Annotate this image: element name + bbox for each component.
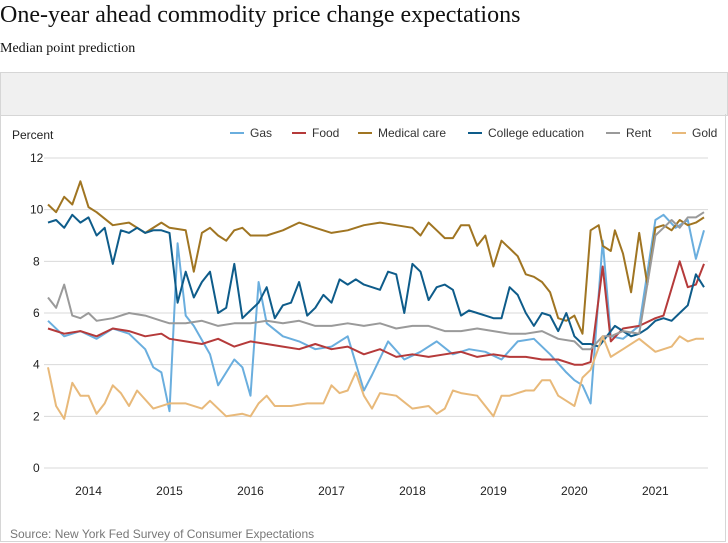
y-tick-label: 0	[33, 461, 40, 475]
x-tick-label: 2019	[480, 484, 507, 498]
series-line-food	[47, 260, 705, 366]
x-axis-ticks: 2014 2015 2016 2017 2018 2019 2020 2021	[75, 484, 669, 498]
chart-toolbar	[0, 72, 728, 116]
y-tick-label: 4	[33, 358, 40, 372]
y-tick-label: 12	[30, 151, 44, 165]
y-tick-label: 6	[33, 306, 40, 320]
y-axis-label: Percent	[12, 128, 54, 142]
legend-item: Food	[312, 126, 339, 140]
series-line-gold	[47, 335, 704, 420]
page-title: One-year ahead commodity price change ex…	[0, 2, 521, 28]
series-lines	[47, 180, 705, 420]
x-tick-label: 2016	[237, 484, 264, 498]
y-tick-label: 2	[33, 409, 40, 423]
series-line-medical-care	[47, 180, 705, 335]
legend-item: Gas	[250, 126, 272, 140]
series-line-gas	[47, 213, 705, 413]
series-line-rent	[47, 211, 705, 351]
source-note: Source: New York Fed Survey of Consumer …	[10, 527, 314, 541]
legend-item: Rent	[626, 126, 652, 140]
y-tick-label: 8	[33, 254, 40, 268]
x-tick-label: 2015	[156, 484, 183, 498]
legend-item: Gold	[692, 126, 717, 140]
x-tick-label: 2018	[399, 484, 426, 498]
x-tick-label: 2020	[561, 484, 588, 498]
legend-item: College education	[488, 126, 584, 140]
page-subtitle: Median point prediction	[0, 41, 136, 56]
x-tick-label: 2017	[318, 484, 345, 498]
y-axis-ticks: 0 2 4 6 8 10 12	[30, 151, 44, 475]
y-tick-label: 10	[30, 203, 44, 217]
x-tick-label: 2014	[75, 484, 102, 498]
chart-panel	[0, 114, 726, 542]
x-tick-label: 2021	[642, 484, 669, 498]
legend: Gas Food Medical care College education Rent…	[230, 126, 717, 140]
legend-item: Medical care	[378, 126, 446, 140]
